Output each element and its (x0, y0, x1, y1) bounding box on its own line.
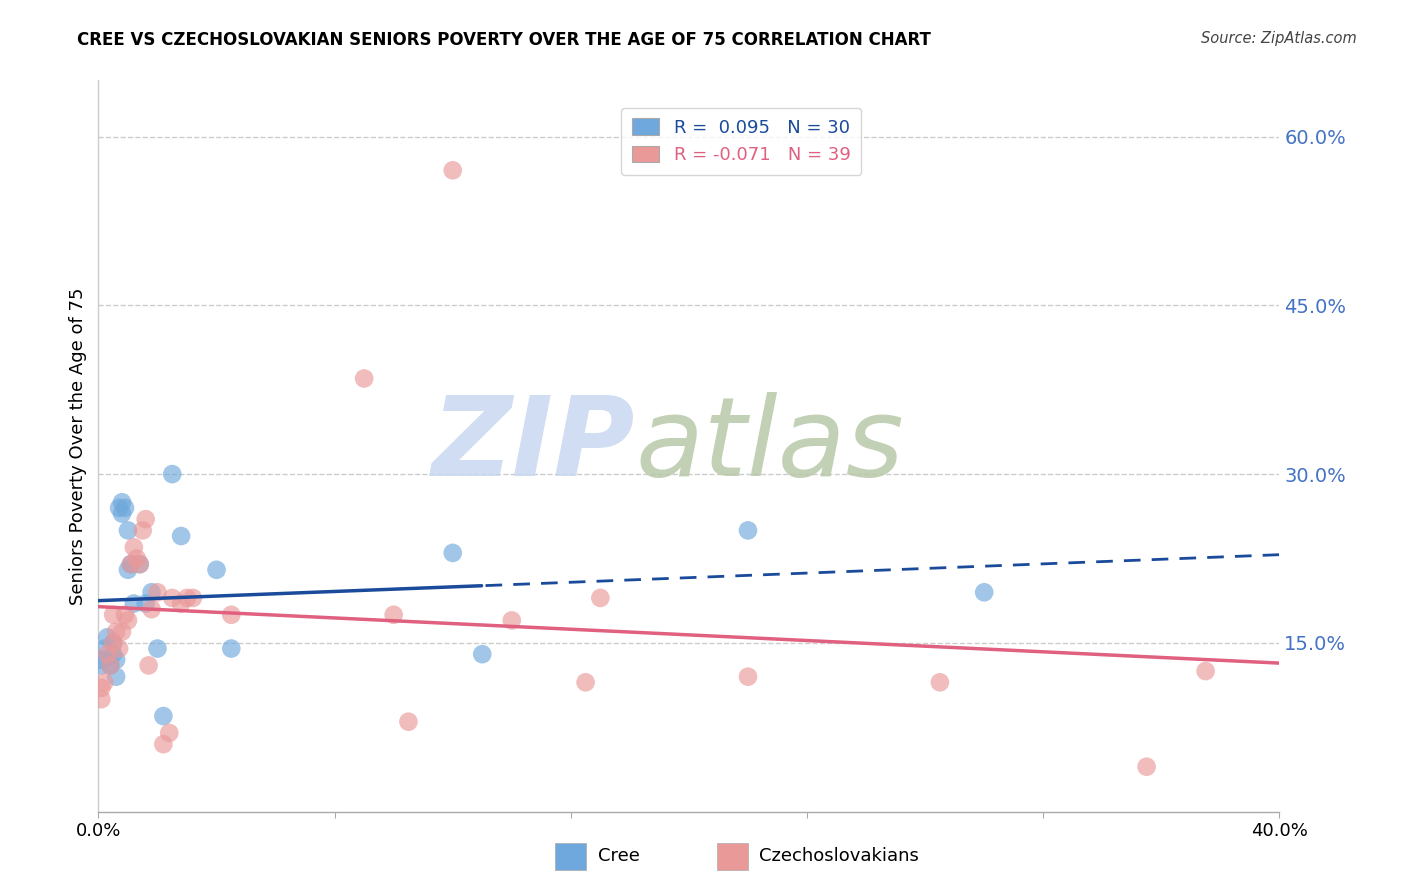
Text: CREE VS CZECHOSLOVAKIAN SENIORS POVERTY OVER THE AGE OF 75 CORRELATION CHART: CREE VS CZECHOSLOVAKIAN SENIORS POVERTY … (77, 31, 931, 49)
Point (132, 524, 155, 538)
Point (111, 495, 134, 509)
Point (176, 591, 198, 605)
Text: Czechoslovakians: Czechoslovakians (759, 847, 920, 865)
Point (114, 607, 136, 622)
Point (1195, 664, 1218, 678)
Y-axis label: Seniors Poverty Over the Age of 75: Seniors Poverty Over the Age of 75 (69, 287, 87, 605)
Point (221, 607, 243, 622)
Point (96, 647, 118, 661)
Point (170, 597, 193, 611)
Point (108, 641, 131, 656)
Point (105, 653, 128, 667)
Point (135, 597, 157, 611)
Point (146, 585, 169, 599)
Point (90, 692, 112, 706)
Point (117, 563, 139, 577)
Point (737, 670, 759, 684)
Point (103, 636, 125, 650)
Point (103, 636, 125, 650)
Point (146, 641, 169, 656)
Point (90, 681, 112, 695)
Point (973, 585, 995, 599)
Point (398, 714, 420, 729)
Text: Cree: Cree (598, 847, 640, 865)
Point (138, 658, 160, 673)
Point (141, 585, 163, 599)
Point (162, 591, 183, 605)
Point (103, 647, 125, 661)
Point (181, 591, 204, 605)
Point (98, 658, 121, 673)
Point (575, 675, 598, 690)
Point (162, 467, 183, 482)
Point (117, 614, 139, 628)
Point (103, 607, 125, 622)
Point (111, 624, 134, 639)
Point (90, 658, 112, 673)
Point (170, 529, 193, 543)
Legend: R =  0.095   N = 30, R = -0.071   N = 39: R = 0.095 N = 30, R = -0.071 N = 39 (621, 108, 862, 175)
Point (128, 557, 150, 571)
Point (96, 630, 118, 644)
Point (382, 607, 405, 622)
Point (353, 371, 375, 385)
Point (221, 641, 243, 656)
Point (501, 614, 523, 628)
Point (441, 163, 464, 178)
Point (471, 647, 494, 661)
Point (152, 709, 174, 723)
Point (1136, 760, 1159, 774)
Point (441, 546, 464, 560)
Point (120, 557, 142, 571)
Point (737, 524, 759, 538)
Point (122, 541, 145, 555)
Point (93, 675, 115, 690)
Point (114, 500, 136, 515)
Point (90, 653, 112, 667)
Point (98, 658, 121, 673)
Point (205, 563, 228, 577)
Point (152, 737, 174, 751)
Point (93, 641, 115, 656)
Text: Source: ZipAtlas.com: Source: ZipAtlas.com (1201, 31, 1357, 46)
Point (111, 507, 134, 521)
Point (128, 557, 150, 571)
Point (589, 591, 612, 605)
Point (135, 512, 157, 526)
Point (929, 675, 952, 690)
Text: ZIP: ZIP (432, 392, 636, 500)
Point (120, 557, 142, 571)
Text: atlas: atlas (636, 392, 904, 500)
Point (105, 624, 128, 639)
Point (157, 726, 180, 740)
Point (125, 551, 148, 566)
Point (141, 602, 163, 616)
Point (108, 500, 131, 515)
Point (105, 670, 128, 684)
Point (117, 524, 139, 538)
Point (122, 597, 145, 611)
